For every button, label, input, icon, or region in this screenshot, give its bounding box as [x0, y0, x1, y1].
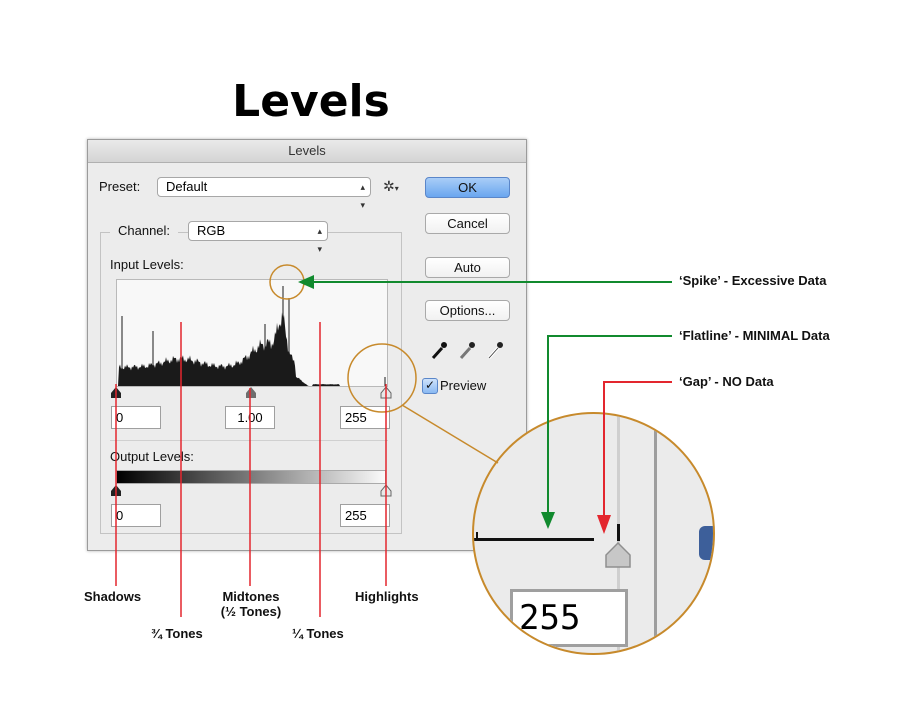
- gear-icon[interactable]: ✲▾: [383, 178, 399, 194]
- output-shadow-field[interactable]: 0: [111, 504, 161, 527]
- dialog-titlebar: Levels: [88, 140, 526, 163]
- three-quarter-tones-annotation: ¾ Tones: [151, 626, 203, 641]
- spike-annotation: ‘Spike’ - Excessive Data: [679, 273, 827, 288]
- channel-value: RGB: [197, 223, 226, 238]
- white-eyedropper-icon[interactable]: [487, 342, 503, 360]
- preview-label: Preview: [440, 378, 487, 393]
- zoom-divider: [654, 414, 657, 653]
- preset-label: Preset:: [99, 179, 141, 194]
- histogram: [116, 279, 388, 387]
- zoom-flatline: [474, 538, 594, 541]
- channel-label: Channel:: [110, 223, 179, 238]
- shadow-slider-handle[interactable]: [111, 387, 121, 398]
- input-shadow-field[interactable]: 0: [111, 406, 161, 429]
- preset-select[interactable]: Default ▴ ▾: [157, 177, 371, 210]
- ok-button[interactable]: OK: [425, 177, 510, 198]
- zoom-value-field: 255: [510, 589, 628, 647]
- midtones-line1: Midtones: [222, 589, 280, 604]
- cancel-button[interactable]: Cancel: [425, 213, 510, 234]
- up-down-arrows-icon: ▴ ▾: [360, 182, 365, 210]
- input-levels-label: Input Levels:: [110, 257, 184, 272]
- levels-dialog: Levels Preset: Default ▴ ▾ ✲▾ Channel: RG…: [87, 139, 527, 551]
- zoom-spike: [617, 524, 620, 541]
- output-highlight-handle[interactable]: [380, 484, 392, 497]
- midtones-line2: (½ Tones): [220, 604, 282, 619]
- black-eyedropper-icon[interactable]: [431, 342, 447, 360]
- up-down-arrows-icon: ▴ ▾: [317, 226, 322, 254]
- options-button[interactable]: Options...: [425, 300, 510, 321]
- highlights-annotation: Highlights: [355, 589, 419, 604]
- auto-button[interactable]: Auto: [425, 257, 510, 278]
- checkbox-icon[interactable]: ✓: [422, 378, 438, 394]
- eyedroppers: [431, 342, 503, 360]
- zoom-callout: 255: [472, 412, 715, 655]
- zoom-flatline-tick: [476, 532, 478, 540]
- output-highlight-field[interactable]: 255: [340, 504, 390, 527]
- page-title: Levels: [232, 76, 390, 127]
- gray-eyedropper-icon[interactable]: [459, 342, 475, 360]
- input-highlight-field[interactable]: 255: [340, 406, 390, 429]
- midtone-slider-handle[interactable]: [246, 387, 256, 398]
- zoom-highlight-handle: [605, 541, 631, 568]
- gap-annotation: ‘Gap’ - NO Data: [679, 374, 774, 389]
- shadows-annotation: Shadows: [84, 589, 142, 604]
- quarter-tones-annotation: ¼ Tones: [292, 626, 344, 641]
- midtones-annotation: Midtones (½ Tones): [218, 589, 284, 619]
- zoom-button-edge: [699, 526, 713, 560]
- input-midtone-field[interactable]: 1.00: [225, 406, 275, 429]
- flatline-annotation: ‘Flatline’ - MINIMAL Data: [679, 328, 830, 343]
- histogram-graph: [117, 286, 387, 386]
- input-slider-track[interactable]: [108, 386, 398, 400]
- output-gradient: [116, 470, 386, 484]
- divider: [110, 440, 388, 441]
- output-shadow-handle[interactable]: [111, 485, 121, 496]
- histogram-shape: [117, 312, 387, 386]
- highlight-slider-handle[interactable]: [380, 386, 392, 399]
- output-levels-label: Output Levels:: [110, 449, 194, 464]
- channel-select[interactable]: RGB ▴ ▾: [188, 221, 328, 254]
- output-slider-track[interactable]: [108, 484, 398, 498]
- preset-value: Default: [166, 179, 208, 194]
